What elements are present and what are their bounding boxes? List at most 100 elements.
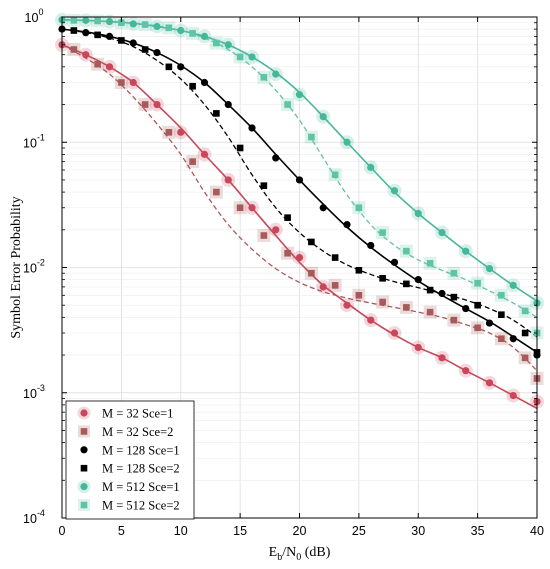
series-line: [62, 44, 537, 410]
data-point: [177, 26, 185, 35]
data-point: [450, 269, 458, 277]
legend-marker: [80, 446, 88, 454]
legend-label: M = 512 Sce=1: [102, 480, 180, 494]
data-point: [509, 391, 517, 400]
data-point: [403, 304, 410, 311]
data-point: [426, 286, 434, 294]
y-tick-label: 10-1: [23, 132, 45, 150]
series-layer: [55, 12, 544, 410]
data-point: [141, 101, 149, 108]
legend-item: M = 512 Sce=1: [77, 480, 180, 494]
data-point: [213, 188, 220, 196]
data-point: [319, 113, 327, 121]
x-tick-label: 30: [411, 524, 425, 538]
data-point: [284, 214, 291, 221]
x-axis-label: Eb/N0 (dB): [269, 545, 331, 563]
data-point: [331, 171, 339, 179]
data-point: [426, 308, 434, 316]
data-point: [248, 204, 256, 212]
data-point: [105, 63, 114, 71]
y-tick-label-exp: -1: [37, 132, 45, 142]
y-tick-label: 100: [25, 7, 44, 25]
data-point: [260, 182, 268, 189]
data-point: [462, 304, 470, 313]
data-point: [70, 46, 78, 53]
y-tick-label-base: 10: [23, 262, 37, 276]
data-point: [509, 335, 517, 343]
y-tick-label-base: 10: [23, 136, 37, 150]
x-tick-label: 25: [352, 524, 366, 538]
data-point: [118, 79, 125, 86]
data-point: [474, 279, 481, 287]
data-point: [153, 48, 161, 57]
legend-marker: [80, 483, 88, 491]
legend-item: M = 32 Sce=2: [78, 425, 173, 439]
data-point: [236, 144, 244, 152]
data-point: [426, 260, 434, 267]
data-point: [319, 204, 327, 212]
x-tick-label: 20: [293, 524, 307, 538]
y-tick-label-base: 10: [25, 11, 39, 25]
data-point: [165, 24, 173, 32]
data-point: [474, 324, 481, 332]
data-point: [498, 311, 505, 318]
data-point: [367, 316, 375, 324]
data-point: [390, 258, 399, 266]
data-point: [308, 133, 315, 141]
data-point: [295, 91, 304, 99]
data-point: [414, 276, 422, 284]
data-point: [129, 39, 137, 47]
legend-marker: [80, 428, 88, 435]
legend-label: M = 128 Sce=2: [102, 462, 180, 476]
y-tick-label-exp: -4: [37, 508, 45, 518]
data-point: [200, 150, 209, 158]
data-point: [295, 253, 304, 262]
data-point: [485, 379, 494, 387]
data-point: [485, 319, 494, 327]
data-point: [189, 82, 196, 90]
data-point: [94, 60, 101, 68]
series-points-5: [58, 16, 541, 307]
data-point: [521, 354, 529, 362]
data-point: [485, 264, 494, 273]
data-point: [438, 354, 446, 362]
legend-marker: [80, 501, 88, 509]
data-point: [153, 22, 161, 31]
x-tick-label: 15: [233, 524, 247, 538]
legend-label: M = 32 Sce=1: [102, 407, 173, 421]
x-tick-label: 5: [118, 524, 125, 538]
data-point: [438, 289, 446, 298]
series-points-6: [70, 17, 541, 337]
data-point: [177, 63, 185, 71]
data-point: [403, 280, 410, 288]
data-point: [521, 307, 529, 315]
legend-label: M = 128 Sce=1: [102, 443, 180, 457]
data-point: [295, 176, 304, 184]
legend-item: M = 512 Sce=2: [78, 499, 180, 513]
x-axis-label-mid: /N: [282, 545, 296, 560]
series-line: [62, 44, 537, 372]
data-point: [521, 329, 529, 337]
data-point: [165, 129, 173, 136]
data-point: [224, 41, 232, 49]
data-point: [308, 238, 315, 246]
data-point: [118, 19, 125, 27]
data-point: [450, 316, 458, 324]
data-point: [367, 163, 375, 171]
series-line: [62, 28, 537, 338]
data-point: [224, 176, 232, 184]
legend-item: M = 128 Sce=1: [80, 443, 180, 457]
y-tick-label-exp: -3: [37, 383, 45, 393]
data-point: [272, 226, 280, 234]
data-point: [343, 301, 351, 309]
data-point: [82, 51, 90, 59]
data-point: [213, 39, 220, 47]
data-point: [272, 154, 280, 162]
data-point: [498, 291, 505, 299]
data-point: [343, 138, 351, 146]
legend-item: M = 128 Sce=2: [80, 462, 180, 476]
data-point: [105, 17, 114, 26]
data-point: [272, 70, 280, 78]
ticks: [61, 17, 538, 519]
